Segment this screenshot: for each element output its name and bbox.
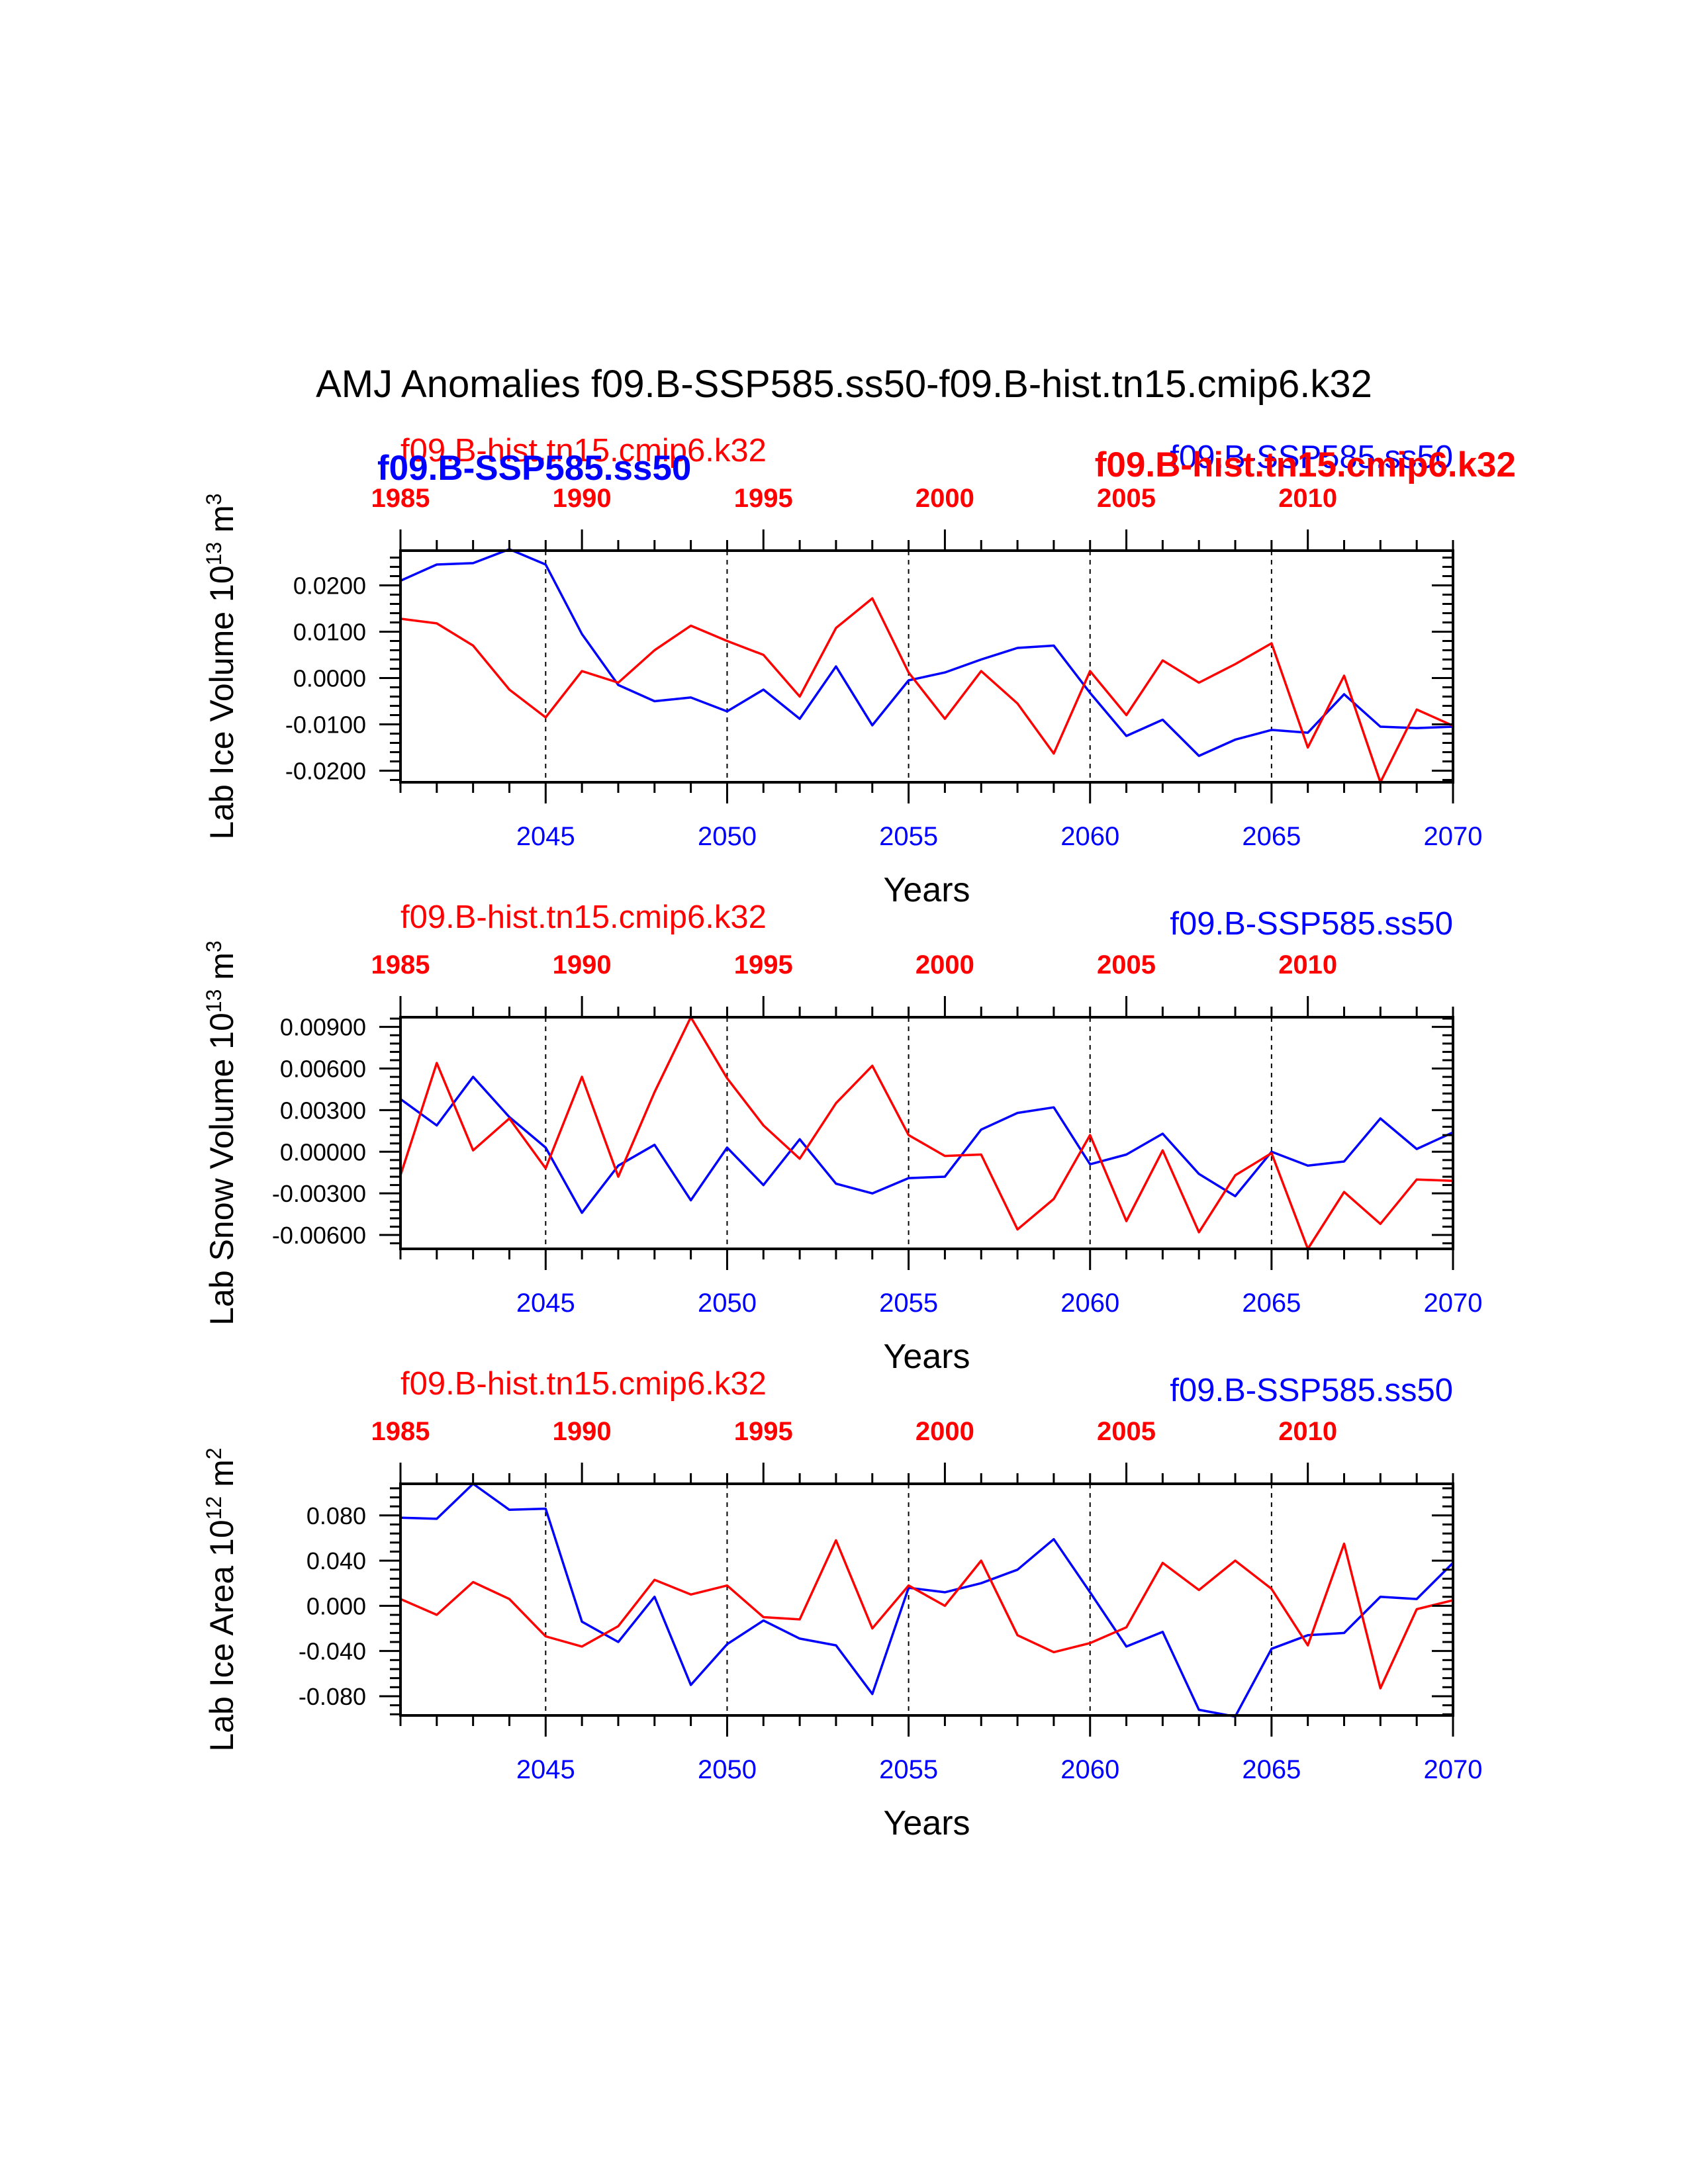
hist-series-line bbox=[399, 1016, 1454, 1250]
x-tick-label-top: 1990 bbox=[553, 1417, 612, 1446]
y-axis-title-part: m bbox=[203, 952, 240, 989]
x-tick-label-top: 1990 bbox=[553, 950, 612, 979]
y-tick-label: 0.040 bbox=[306, 1547, 366, 1574]
ssp-experiment-label: f09.B-SSP585.ss50 bbox=[1170, 906, 1453, 942]
y-tick-label: 0.00000 bbox=[280, 1138, 366, 1165]
y-axis-title-exponent: 2 bbox=[202, 1447, 226, 1459]
ssp-overlay-label: f09.B-SSP585.ss50 bbox=[377, 449, 691, 488]
x-tick-label-bottom: 2060 bbox=[1060, 1755, 1119, 1784]
y-tick-label: 0.000 bbox=[306, 1592, 366, 1619]
x-tick-label-top: 2000 bbox=[915, 950, 974, 979]
x-tick-label-top: 2000 bbox=[915, 484, 974, 513]
y-tick-label: -0.080 bbox=[299, 1683, 366, 1710]
x-tick-label-bottom: 2070 bbox=[1424, 1755, 1483, 1784]
hist-series-line bbox=[400, 1539, 1454, 1690]
x-tick-label-bottom: 2065 bbox=[1242, 1289, 1301, 1318]
y-tick-label: -0.00600 bbox=[272, 1222, 366, 1249]
y-axis-title-exponent: 3 bbox=[202, 493, 226, 505]
y-tick-label: 0.00900 bbox=[280, 1014, 366, 1041]
x-tick-label-bottom: 2045 bbox=[516, 1289, 575, 1318]
x-tick-label-bottom: 2050 bbox=[698, 1289, 757, 1318]
x-tick-label-bottom: 2050 bbox=[698, 822, 757, 851]
x-tick-label-top: 2005 bbox=[1097, 950, 1156, 979]
hist-overlay-label: f09.B-hist.tn15.cmip6.k32 bbox=[1095, 445, 1516, 484]
y-axis-title-part: Lab Snow Volume 10 bbox=[203, 1013, 240, 1326]
x-tick-label-top: 1990 bbox=[553, 484, 612, 513]
x-tick-label-bottom: 2060 bbox=[1060, 822, 1119, 851]
x-tick-label-top: 1995 bbox=[734, 484, 793, 513]
y-tick-label: -0.0100 bbox=[285, 711, 366, 739]
x-tick-label-top: 2005 bbox=[1097, 484, 1156, 513]
y-axis-title: Lab Snow Volume 1013 m3 bbox=[202, 940, 240, 1326]
hist-experiment-label: f09.B-hist.tn15.cmip6.k32 bbox=[400, 433, 767, 469]
x-tick-label-top: 1985 bbox=[371, 484, 430, 513]
y-axis-title: Lab Ice Area 1012 m2 bbox=[202, 1447, 240, 1751]
plot-frame bbox=[399, 1482, 1454, 1717]
plot-frame bbox=[399, 1016, 1454, 1250]
y-axis-title-part: Lab Ice Area 10 bbox=[203, 1520, 240, 1751]
y-tick-label: 0.00600 bbox=[280, 1056, 366, 1083]
ssp-series-line bbox=[400, 548, 1454, 757]
y-axis-title-part: m bbox=[203, 1459, 240, 1496]
y-tick-label: 0.0000 bbox=[293, 665, 366, 692]
x-tick-label-bottom: 2070 bbox=[1424, 1289, 1483, 1318]
x-tick-label-bottom: 2065 bbox=[1242, 822, 1301, 851]
x-tick-label-top: 1985 bbox=[371, 950, 430, 979]
y-tick-label: -0.00300 bbox=[272, 1180, 366, 1207]
x-tick-label-bottom: 2065 bbox=[1242, 1755, 1301, 1784]
x-tick-label-top: 2010 bbox=[1278, 1417, 1337, 1446]
x-tick-label-bottom: 2055 bbox=[879, 822, 938, 851]
ssp-series-line bbox=[400, 1482, 1454, 1718]
y-axis-title-part: m bbox=[203, 505, 240, 542]
panel-lab-ice-area: f09.B-hist.tn15.cmip6.k32 f09.B-SSP585.s… bbox=[202, 1366, 1482, 1843]
y-tick-label: 0.0200 bbox=[293, 572, 366, 600]
x-tick-label-bottom: 2050 bbox=[698, 1755, 757, 1784]
y-axis-title: Lab Ice Volume 1013 m3 bbox=[202, 493, 240, 839]
plot-frame bbox=[399, 549, 1454, 784]
panel-lab-ice-volume: f09.B-hist.tn15.cmip6.k32 f09.B-SSP585.s… bbox=[202, 433, 1516, 909]
y-axis-title-exponent: 13 bbox=[202, 542, 226, 566]
x-axis-title: Years bbox=[883, 1804, 970, 1843]
x-tick-label-bottom: 2045 bbox=[516, 1755, 575, 1784]
y-axis-title-exponent: 12 bbox=[202, 1496, 226, 1520]
y-axis-title-exponent: 13 bbox=[202, 989, 226, 1013]
x-tick-label-top: 2010 bbox=[1278, 950, 1337, 979]
hist-series-line bbox=[400, 597, 1454, 784]
x-tick-label-top: 2005 bbox=[1097, 1417, 1156, 1446]
x-tick-label-bottom: 2060 bbox=[1060, 1289, 1119, 1318]
y-axis-title-part: Lab Ice Volume 10 bbox=[203, 565, 240, 839]
y-tick-label: -0.040 bbox=[299, 1638, 366, 1665]
x-tick-label-bottom: 2045 bbox=[516, 822, 575, 851]
y-axis-title-exponent: 3 bbox=[202, 940, 226, 952]
x-tick-label-top: 1985 bbox=[371, 1417, 430, 1446]
x-axis-title: Years bbox=[883, 1338, 970, 1376]
y-tick-label: 0.0100 bbox=[293, 619, 366, 646]
x-tick-label-top: 2000 bbox=[915, 1417, 974, 1446]
figure-title: AMJ Anomalies f09.B-SSP585.ss50-f09.B-hi… bbox=[316, 363, 1372, 406]
ssp-experiment-label: f09.B-SSP585.ss50 bbox=[1170, 439, 1453, 475]
x-tick-label-top: 2010 bbox=[1278, 484, 1337, 513]
x-tick-label-bottom: 2070 bbox=[1424, 822, 1483, 851]
x-tick-label-top: 1995 bbox=[734, 950, 793, 979]
y-tick-label: -0.0200 bbox=[285, 758, 366, 785]
x-axis-title: Years bbox=[883, 871, 970, 909]
x-tick-label-bottom: 2055 bbox=[879, 1289, 938, 1318]
x-tick-label-top: 1995 bbox=[734, 1417, 793, 1446]
panel-lab-snow-volume: f09.B-hist.tn15.cmip6.k32 f09.B-SSP585.s… bbox=[202, 899, 1482, 1376]
hist-experiment-label: f09.B-hist.tn15.cmip6.k32 bbox=[400, 1366, 767, 1402]
y-tick-label: 0.080 bbox=[306, 1502, 366, 1529]
ssp-experiment-label: f09.B-SSP585.ss50 bbox=[1170, 1373, 1453, 1408]
y-tick-label: 0.00300 bbox=[280, 1097, 366, 1124]
ssp-series-line bbox=[399, 1075, 1454, 1214]
hist-experiment-label: f09.B-hist.tn15.cmip6.k32 bbox=[400, 899, 767, 935]
x-tick-label-bottom: 2055 bbox=[879, 1755, 938, 1784]
